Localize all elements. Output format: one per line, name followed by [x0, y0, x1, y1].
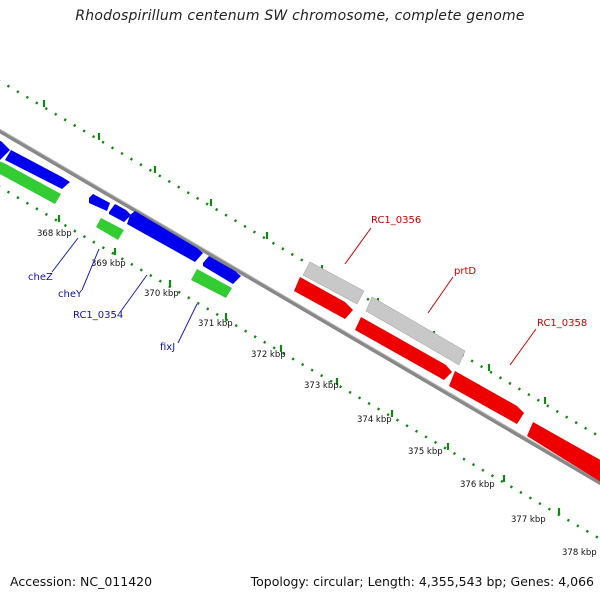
tick-label: 375 kbp [408, 447, 443, 457]
gene-feature[interactable] [203, 256, 241, 284]
gene-feature[interactable] [5, 150, 70, 189]
map-title: Rhodospirillum centenum SW chromosome, c… [75, 8, 525, 24]
gene-feature[interactable] [89, 194, 110, 211]
gene-feature[interactable] [127, 211, 203, 262]
gene-label-rc1-0354[interactable]: RC1_0354 [73, 310, 123, 321]
gene-label-rc1-0358[interactable]: RC1_0358 [537, 318, 587, 329]
gene-feature[interactable] [96, 218, 124, 240]
tick-label: 371 kbp [198, 319, 233, 329]
major-ticks [57, 215, 561, 515]
leader-lines-blue [51, 237, 198, 344]
outer-ring-dots [0, 79, 600, 439]
tick-label: 369 kbp [91, 259, 126, 269]
red-genes [294, 277, 600, 484]
gene-label-fixj[interactable]: fixJ [160, 342, 175, 353]
tick-label: 376 kbp [460, 480, 495, 490]
gene-feature[interactable] [294, 277, 353, 319]
gene-label-prtd[interactable]: prtD [454, 266, 476, 277]
gene-feature[interactable] [302, 261, 365, 305]
gray-genes [302, 261, 466, 366]
tick-label: 378 kbp [562, 548, 597, 558]
topology-summary: Topology: circular; Length: 4,355,543 bp… [250, 574, 594, 589]
gene-feature[interactable] [449, 371, 524, 424]
leader-lines-red [344, 227, 537, 366]
gene-label-rc1-0356[interactable]: RC1_0356 [371, 215, 421, 226]
gene-feature[interactable] [365, 296, 466, 366]
gene-feature[interactable] [109, 204, 131, 222]
blue-genes [0, 138, 241, 284]
tick-label: 372 kbp [251, 350, 286, 360]
tick-label: 377 kbp [511, 515, 546, 525]
tick-label: 368 kbp [37, 229, 72, 239]
accession-text: Accession: NC_011420 [10, 574, 153, 589]
tick-ring-dots [0, 185, 600, 541]
tick-label: 373 kbp [304, 381, 339, 391]
gene-feature[interactable] [527, 422, 600, 484]
gene-labels: cheZ cheY RC1_0354 fixJ RC1_0356 prtD RC… [28, 215, 587, 353]
gene-label-chez[interactable]: cheZ [28, 272, 53, 283]
tick-labels: 368 kbp 369 kbp 370 kbp 371 kbp 372 kbp … [37, 229, 597, 558]
backbone [0, 128, 600, 486]
green-genes [0, 160, 232, 298]
tick-label: 370 kbp [144, 289, 179, 299]
gene-feature[interactable] [0, 138, 10, 160]
gene-feature[interactable] [0, 160, 61, 204]
gene-feature[interactable] [355, 317, 452, 380]
gene-feature[interactable] [191, 269, 232, 298]
gene-label-chey[interactable]: cheY [58, 289, 83, 300]
tick-label: 374 kbp [357, 415, 392, 425]
